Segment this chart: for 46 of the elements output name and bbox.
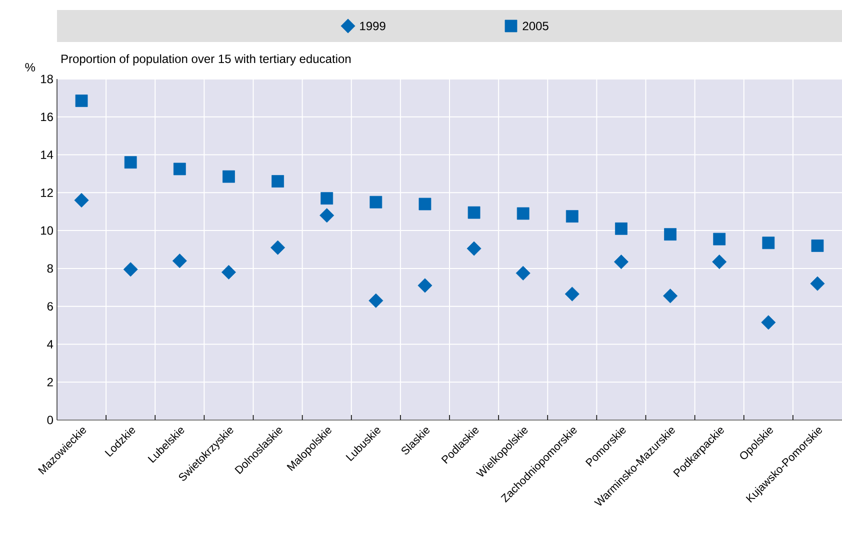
y-tick-label: 6 <box>47 302 53 311</box>
point <box>466 241 482 256</box>
y-tick-label: 0 <box>47 416 54 424</box>
point <box>172 254 187 268</box>
point <box>221 264 236 280</box>
point <box>566 210 578 223</box>
point <box>173 162 186 176</box>
point <box>123 262 138 277</box>
point <box>516 266 530 280</box>
point <box>762 236 775 250</box>
point <box>368 293 384 308</box>
point <box>810 276 825 291</box>
point <box>663 288 678 304</box>
point <box>75 94 88 107</box>
point <box>713 232 726 246</box>
point <box>370 196 382 208</box>
point <box>615 222 628 235</box>
point <box>564 286 580 302</box>
point <box>712 254 727 270</box>
y-tick-label: 2 <box>47 378 53 386</box>
point <box>270 240 286 255</box>
y-axis-title: % <box>25 63 36 72</box>
point <box>272 175 284 188</box>
point <box>74 192 89 208</box>
point <box>614 254 628 270</box>
chart-title: Proportion of population over 15 with tertiary education <box>62 54 351 66</box>
point <box>811 240 824 252</box>
point <box>320 208 334 223</box>
point <box>418 198 432 210</box>
y-tick-label: 16 <box>41 112 53 122</box>
y-tick-label: 10 <box>41 226 54 235</box>
point <box>516 207 530 220</box>
point <box>222 170 235 183</box>
point <box>320 192 334 205</box>
point <box>124 156 137 169</box>
point <box>468 206 480 219</box>
y-tick-label: 8 <box>47 264 53 273</box>
point <box>664 228 676 241</box>
point <box>418 278 432 293</box>
legend-label: 2005 <box>522 22 548 30</box>
y-tick-label: 12 <box>41 188 53 197</box>
y-tick-label: 4 <box>47 340 54 348</box>
y-tick-label: 14 <box>41 150 54 159</box>
point <box>761 315 776 330</box>
y-tick-label: 18 <box>41 74 53 84</box>
legend-label: 1999 <box>360 22 386 30</box>
